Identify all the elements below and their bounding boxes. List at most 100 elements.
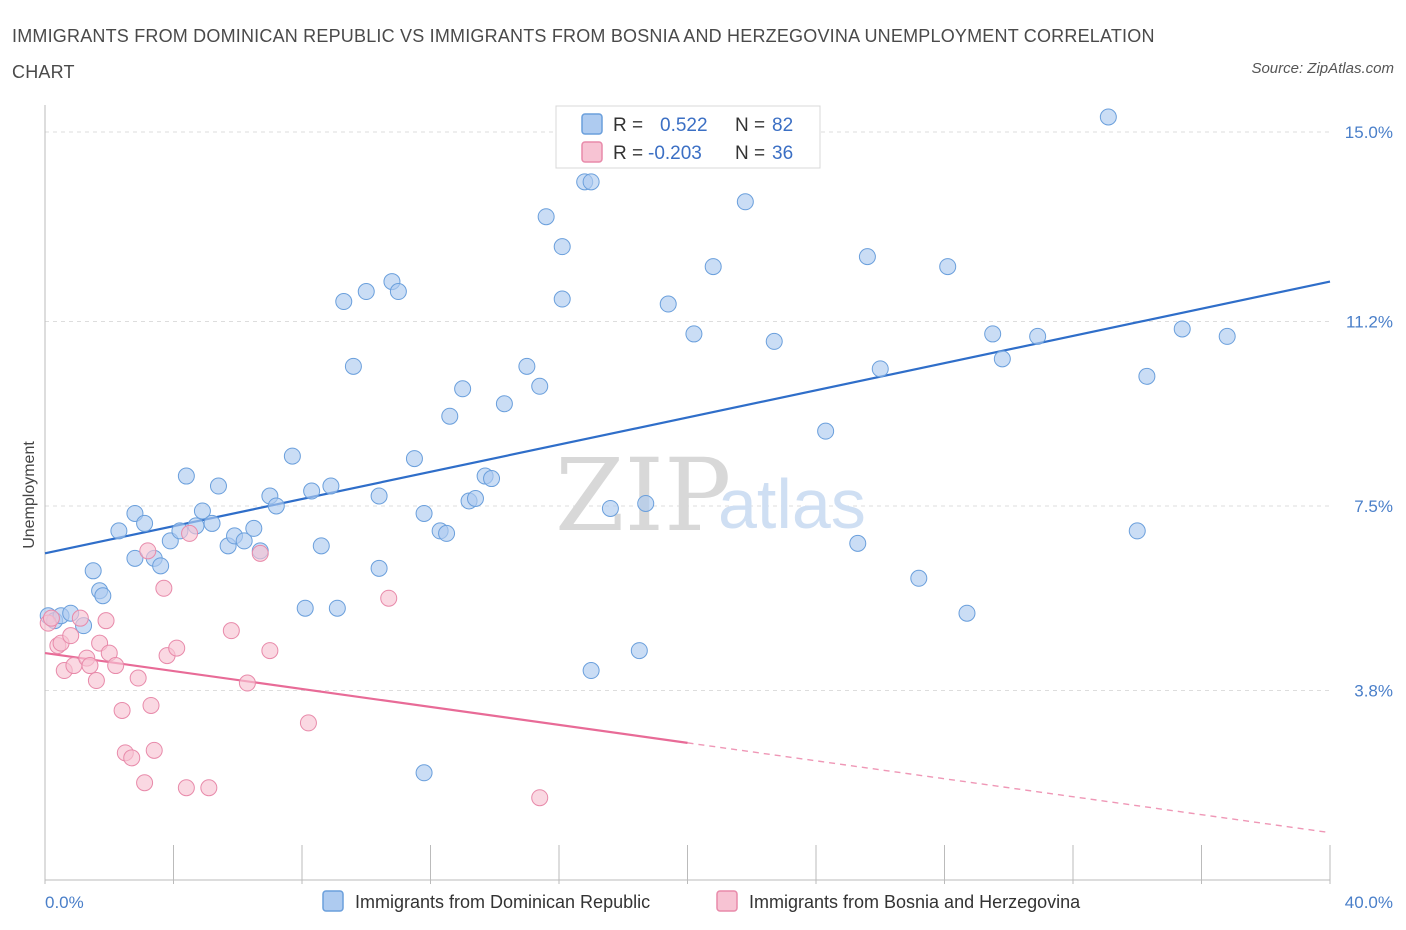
pink-point: [261, 642, 279, 660]
pink-point: [71, 609, 89, 627]
pink-point: [380, 589, 398, 607]
y-tick-label: 15.0%: [1345, 123, 1393, 142]
blue-trend-line: [44, 280, 1331, 555]
tick-labels: 3.8% 7.5% 11.2% 15.0% 0.0% 40.0%: [45, 123, 1393, 912]
blue-point: [415, 504, 433, 522]
blue-point: [466, 490, 484, 507]
correlation-legend: R = 0.522 N = 82 R = -0.203 N = 36: [555, 105, 821, 169]
blue-point: [296, 599, 314, 617]
blue-point: [177, 467, 195, 485]
blue-point: [958, 604, 976, 622]
y-tick-label: 3.8%: [1354, 681, 1393, 700]
pink-point: [136, 774, 154, 792]
blue-point: [495, 395, 513, 413]
blue-point: [203, 514, 221, 532]
pink-point: [113, 701, 131, 719]
blue-point: [765, 332, 783, 350]
blue-point: [984, 325, 1002, 343]
pink-point: [62, 627, 80, 645]
blue-point: [685, 325, 703, 343]
blue-point: [370, 487, 388, 505]
x-tick-label: 0.0%: [45, 893, 84, 912]
blue-point: [209, 477, 227, 495]
blue-point: [328, 599, 346, 617]
blue-point: [1138, 367, 1156, 385]
pink-point: [155, 579, 173, 597]
axes: [44, 105, 1331, 884]
series-legend: Immigrants from Dominican Republic Immig…: [322, 890, 1081, 912]
legend-swatch-pink: [581, 141, 603, 163]
blue-point: [322, 477, 340, 495]
legend-swatch-blue: [581, 113, 603, 135]
blue-point: [267, 497, 285, 515]
pink-point: [181, 524, 199, 542]
blue-point: [939, 258, 957, 276]
pink-point: [177, 779, 195, 797]
blue-point: [235, 532, 253, 550]
blue-point: [817, 422, 835, 440]
pink-point: [97, 612, 115, 630]
blue-point: [441, 407, 459, 425]
trend-lines: [44, 280, 1331, 834]
blue-point: [582, 662, 600, 680]
blue-point: [736, 193, 754, 211]
blue-point: [152, 557, 170, 575]
data-points: [39, 108, 1236, 807]
blue-point: [136, 514, 154, 532]
blue-point: [84, 562, 102, 580]
grid-lines: [45, 131, 1330, 691]
blue-point: [582, 173, 600, 191]
blue-point: [283, 447, 301, 465]
blue-point: [531, 377, 549, 395]
blue-point: [659, 295, 677, 313]
blue-point: [193, 502, 211, 520]
pink-point: [142, 696, 160, 714]
blue-point: [344, 357, 362, 375]
blue-point: [415, 764, 433, 782]
blue-point: [993, 350, 1011, 368]
blue-point: [389, 283, 407, 301]
blue-point: [704, 258, 722, 276]
legend-r-label-2: R =: [613, 143, 643, 164]
pink-point: [200, 779, 218, 797]
x-tick-label: 40.0%: [1345, 893, 1393, 912]
legend-n-label-1: N =: [735, 115, 765, 136]
blue-point: [335, 293, 353, 311]
pink-point: [168, 639, 186, 657]
legend-r-value-2: -0.203: [648, 143, 702, 164]
blue-point: [245, 519, 263, 537]
blue-point: [871, 360, 889, 378]
legend-n-value-1: 82: [772, 115, 793, 136]
blue-point: [518, 357, 536, 375]
source-label: Source: ZipAtlas.com: [1251, 60, 1394, 77]
blue-point: [858, 248, 876, 266]
pink-point: [42, 609, 60, 627]
blue-point: [370, 559, 388, 577]
watermark-atlas: atlas: [718, 465, 866, 543]
blue-point: [438, 524, 456, 542]
pink-point: [87, 672, 105, 690]
blue-point: [1173, 320, 1191, 338]
blue-point: [553, 238, 571, 256]
blue-point: [910, 569, 928, 587]
blue-point: [537, 208, 555, 226]
blue-point: [405, 450, 423, 468]
legend-r-label-1: R =: [613, 115, 643, 136]
y-axis-label: Unemployment: [21, 441, 38, 549]
pink-point: [129, 669, 147, 687]
blue-point: [454, 380, 472, 398]
blue-point: [630, 642, 648, 660]
blue-point: [303, 482, 321, 500]
y-tick-label: 11.2%: [1346, 312, 1393, 331]
pink-point: [299, 714, 317, 732]
y-tick-label: 7.5%: [1354, 497, 1393, 516]
pink-point: [145, 741, 163, 759]
blue-point: [483, 470, 501, 488]
blue-point: [553, 290, 571, 308]
bottom-legend-label-1: Immigrants from Dominican Republic: [355, 892, 650, 912]
blue-point: [126, 549, 144, 567]
blue-point: [357, 283, 375, 301]
chart-title: IMMIGRANTS FROM DOMINICAN REPUBLIC VS IM…: [12, 26, 1155, 82]
blue-point: [601, 499, 619, 517]
